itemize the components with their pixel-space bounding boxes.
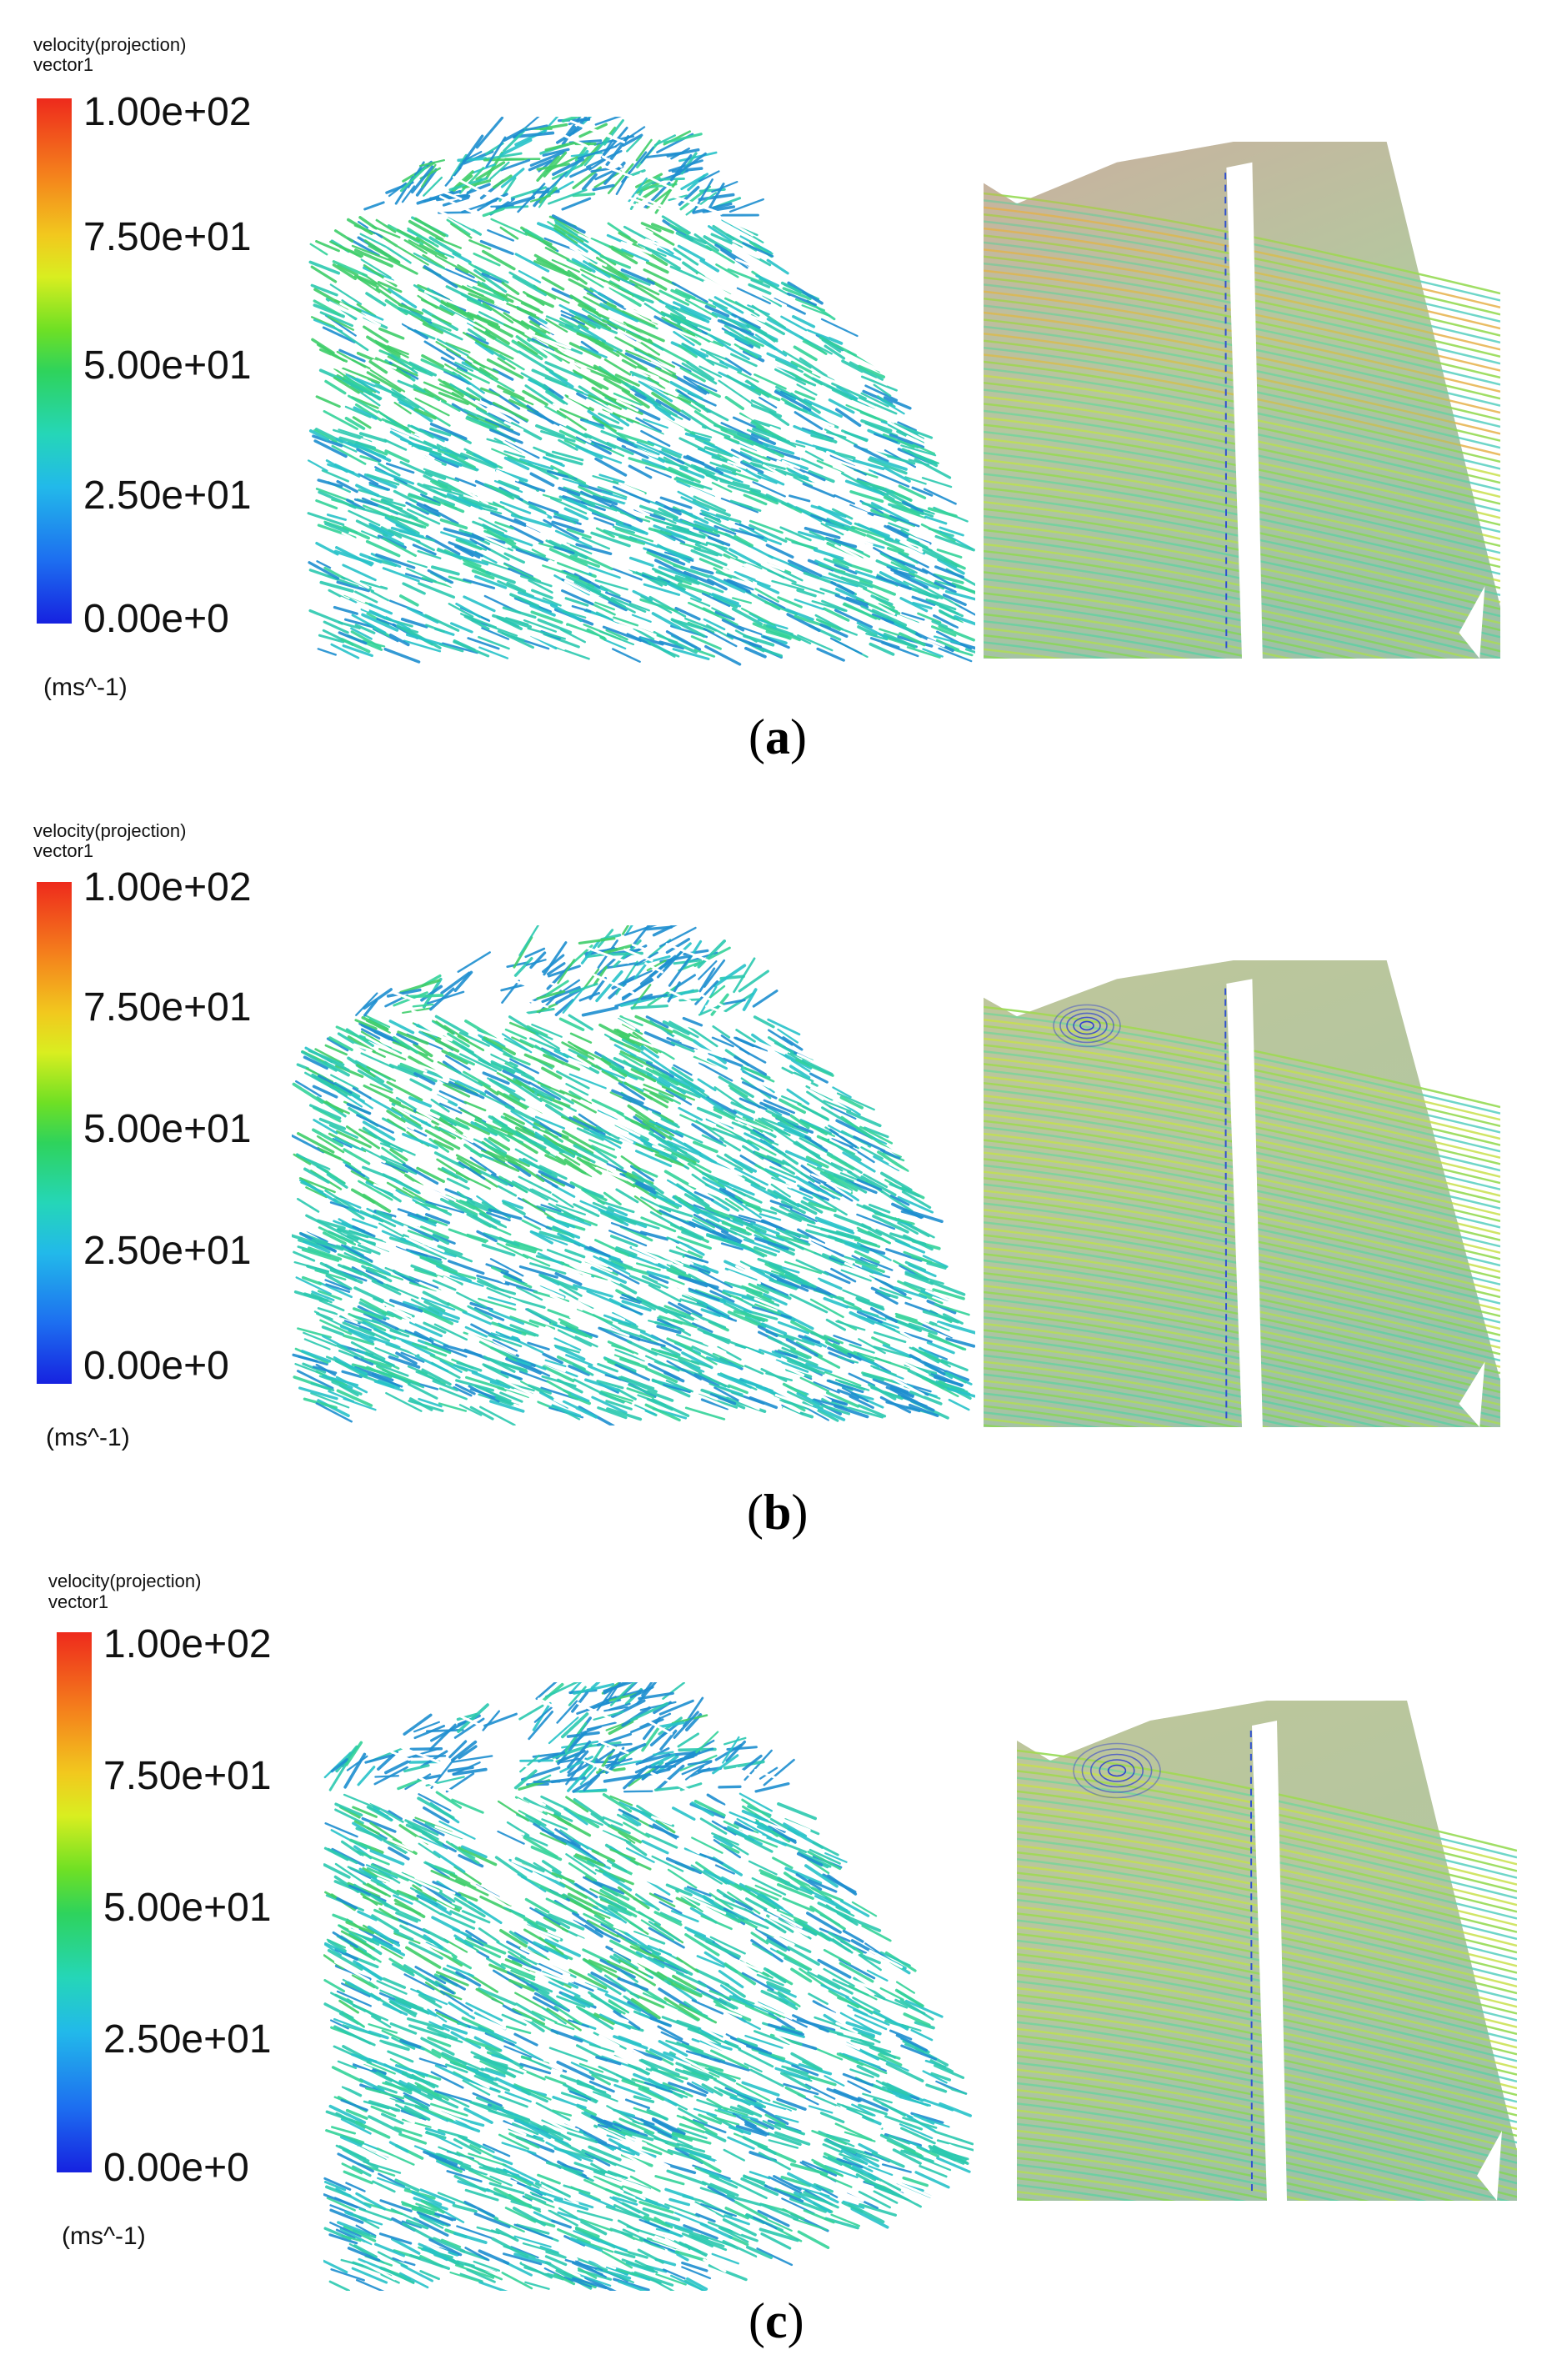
tick-label-50: 5.00e+01 [83, 343, 252, 388]
caption-open: ( [748, 709, 765, 764]
legend-title-line1: velocity(projection) [33, 34, 187, 55]
legend-title-line1: velocity(projection) [48, 1571, 202, 1591]
caption-close: ) [789, 709, 807, 764]
caption-open: ( [747, 1485, 763, 1540]
legend-title-line2: vector1 [33, 54, 94, 75]
figure-panel-a: velocity(projection) vector1 1.00e+02 7.… [0, 0, 1552, 784]
legend-title-line2: vector1 [33, 840, 94, 861]
tick-label-max: 1.00e+02 [103, 1622, 272, 1666]
caption-open: ( [748, 2293, 765, 2348]
tick-label-25: 2.50e+01 [83, 473, 252, 518]
caption-letter: b [763, 1485, 792, 1540]
figure-panel-c: velocity(projection) vector1 1.00e+02 7.… [0, 1567, 1552, 2380]
figure-panel-b: velocity(projection) vector1 1.00e+02 7.… [0, 784, 1552, 1567]
streamline-plot [984, 142, 1500, 659]
panel-caption: (b) [747, 1484, 808, 1541]
unit-label: (ms^-1) [46, 1424, 130, 1451]
tick-label-75: 7.50e+01 [83, 215, 252, 259]
tick-label-min: 0.00e+0 [83, 1344, 229, 1388]
tick-label-min: 0.00e+0 [103, 2146, 249, 2190]
tick-label-min: 0.00e+0 [83, 597, 229, 641]
legend-title-line2: vector1 [48, 1591, 109, 1612]
colorbar [37, 98, 72, 624]
tick-label-75: 7.50e+01 [103, 1754, 272, 1798]
unit-label: (ms^-1) [62, 2222, 146, 2250]
tick-label-50: 5.00e+01 [83, 1107, 252, 1151]
tick-label-max: 1.00e+02 [83, 90, 252, 134]
caption-letter: c [764, 2293, 788, 2348]
legend-title-line1: velocity(projection) [33, 820, 187, 841]
streamline-plot [984, 960, 1500, 1427]
colorbar [57, 1632, 92, 2172]
tick-label-50: 5.00e+01 [103, 1886, 272, 1930]
caption-letter: a [764, 709, 790, 764]
streamline-plot [1017, 1701, 1517, 2201]
vector-field-plot [307, 117, 975, 666]
tick-label-max: 1.00e+02 [83, 865, 252, 909]
tick-label-75: 7.50e+01 [83, 985, 252, 1030]
panel-caption: (c) [748, 2292, 804, 2350]
unit-label: (ms^-1) [43, 674, 128, 701]
tick-label-25: 2.50e+01 [103, 2017, 272, 2062]
colorbar [37, 882, 72, 1384]
caption-close: ) [787, 2293, 804, 2348]
vector-field-plot [292, 925, 975, 1425]
tick-label-25: 2.50e+01 [83, 1229, 252, 1273]
vector-field-plot [323, 1682, 974, 2291]
panel-caption: (a) [748, 709, 807, 766]
caption-close: ) [791, 1485, 809, 1540]
